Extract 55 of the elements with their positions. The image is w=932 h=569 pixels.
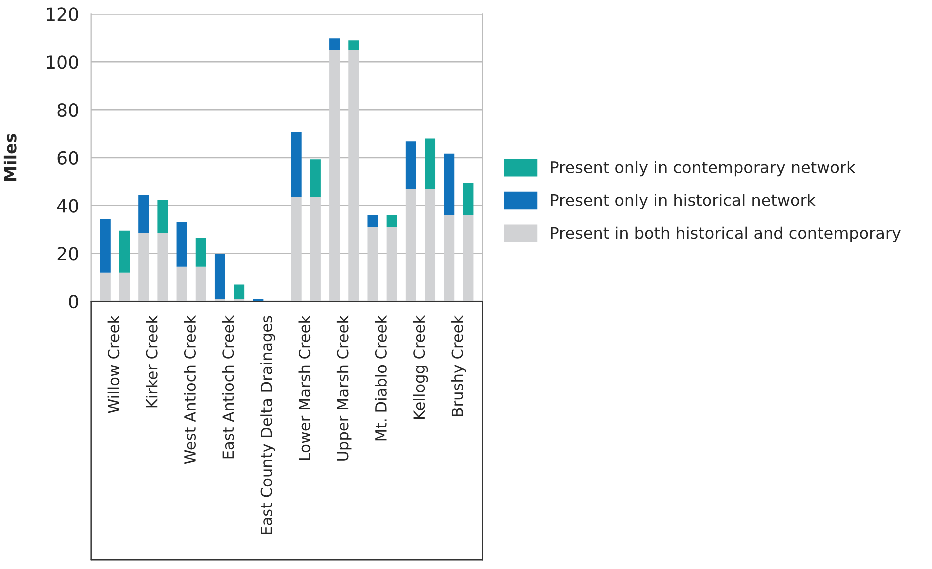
bar (444, 215, 455, 302)
bar (406, 142, 416, 190)
bar (444, 154, 455, 216)
bar (158, 200, 168, 234)
bar (291, 132, 302, 198)
bar (196, 238, 206, 267)
y-tick-label: 20 (58, 247, 78, 261)
legend-label: Present in both historical and contemporary (551, 226, 901, 242)
bar (176, 266, 188, 302)
bar (425, 138, 436, 190)
bar (138, 195, 150, 234)
bar (234, 284, 245, 300)
bar (138, 233, 150, 302)
x-tick-label: Kirker Creek (146, 316, 158, 408)
bar (310, 197, 321, 302)
x-tick-label: Brushy Creek (452, 316, 466, 416)
bar (120, 230, 130, 273)
x-tick-label: Kellogg Creek (413, 316, 428, 419)
bar (425, 189, 436, 302)
y-tick-label: 120 (47, 8, 78, 22)
x-tick-label: Lower Marsh Creek (298, 316, 311, 460)
bar (196, 266, 206, 302)
bar (348, 50, 360, 302)
bar (348, 40, 360, 50)
x-tick-label: East Antioch Creek (222, 316, 234, 459)
x-tick-label: Willow Creek (108, 316, 120, 414)
bar (368, 215, 378, 228)
bar (368, 227, 378, 302)
bar (330, 50, 340, 302)
legend-label: Present only in historical network (551, 194, 816, 210)
bar (176, 222, 188, 267)
bar (463, 215, 474, 302)
y-tick-label: 80 (58, 103, 78, 118)
bar (386, 215, 398, 228)
bar (406, 189, 416, 302)
bar (120, 272, 130, 302)
bar (386, 227, 398, 302)
y-tick-label: 0 (69, 295, 78, 309)
bar (330, 38, 340, 50)
y-tick-label: 60 (58, 151, 78, 166)
bar (100, 218, 111, 273)
bar (100, 272, 111, 302)
legend-label: Present only in contemporary network (551, 161, 856, 177)
y-tick-label: 100 (47, 56, 78, 70)
x-tick-label: Mt. Diablo Creek (375, 316, 387, 441)
x-tick-label: Upper Marsh Creek (336, 316, 352, 461)
y-tick-label: 40 (57, 199, 78, 213)
bar (214, 254, 226, 300)
x-tick-label: East County Delta Drainages (260, 316, 276, 534)
bar (310, 160, 321, 198)
bar (463, 184, 474, 216)
y-axis-title: Miles (4, 134, 17, 181)
x-tick-label: West Antioch Creek (184, 316, 196, 464)
bar (291, 197, 302, 302)
bar (158, 233, 168, 302)
